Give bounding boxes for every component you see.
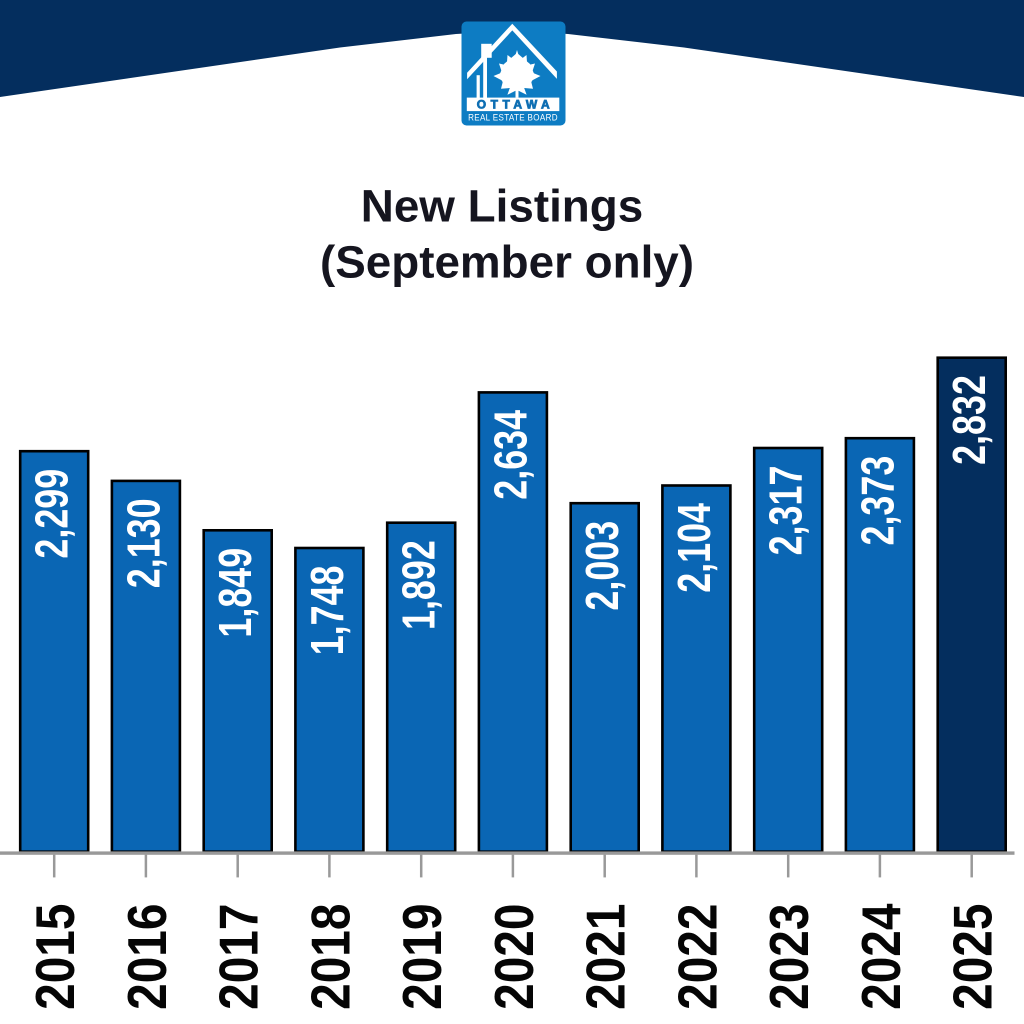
svg-text:2,373: 2,373: [852, 456, 903, 546]
svg-text:2,317: 2,317: [760, 466, 811, 556]
svg-text:2018: 2018: [299, 904, 361, 1010]
svg-text:2,299: 2,299: [26, 469, 77, 559]
svg-text:REAL ESTATE BOARD: REAL ESTATE BOARD: [468, 112, 558, 123]
svg-text:(September only): (September only): [320, 236, 694, 287]
svg-text:2,634: 2,634: [485, 410, 536, 500]
svg-text:2,832: 2,832: [944, 375, 995, 465]
svg-text:OTTAWA: OTTAWA: [477, 97, 554, 111]
svg-text:2019: 2019: [391, 904, 453, 1010]
svg-text:2021: 2021: [575, 904, 637, 1010]
svg-text:2024: 2024: [850, 903, 912, 1010]
svg-text:2023: 2023: [758, 904, 820, 1010]
svg-text:2,003: 2,003: [577, 521, 628, 611]
svg-text:1,892: 1,892: [393, 540, 444, 630]
svg-text:1,849: 1,849: [210, 548, 261, 638]
svg-text:2022: 2022: [666, 904, 728, 1010]
svg-text:1,748: 1,748: [302, 566, 353, 656]
svg-text:New Listings: New Listings: [361, 181, 643, 232]
svg-text:2,104: 2,104: [669, 503, 720, 593]
svg-text:2017: 2017: [208, 904, 270, 1010]
svg-text:2015: 2015: [24, 904, 86, 1010]
svg-text:2,130: 2,130: [118, 498, 169, 588]
svg-text:2025: 2025: [942, 904, 1004, 1010]
svg-text:2016: 2016: [116, 904, 178, 1010]
svg-text:2020: 2020: [483, 904, 545, 1010]
